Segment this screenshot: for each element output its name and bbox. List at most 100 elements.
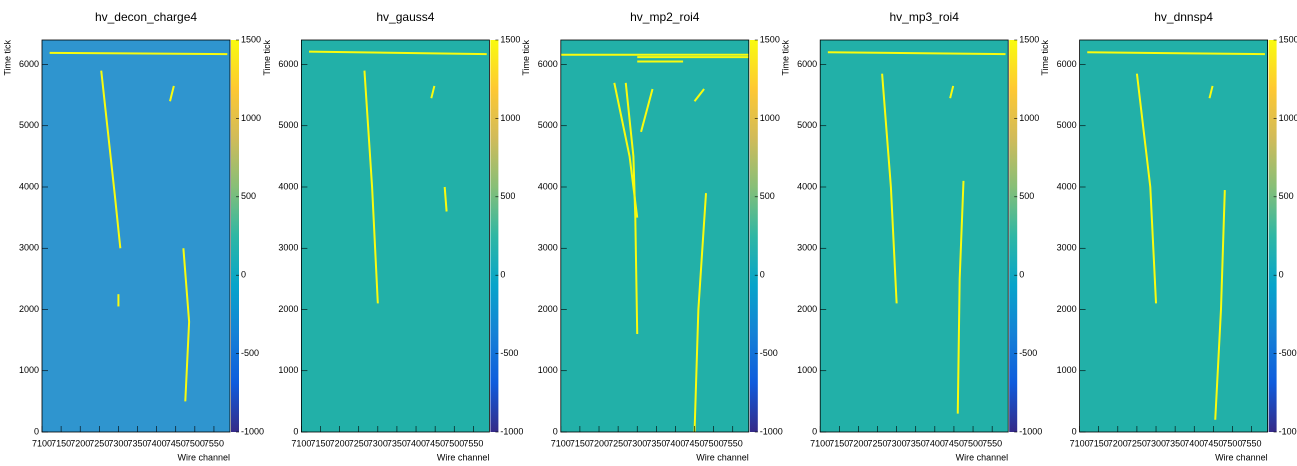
- x-tick-label: 7500: [963, 438, 983, 448]
- x-tick-label: 7150: [829, 438, 849, 448]
- x-tick-label: 7350: [128, 438, 148, 448]
- x-tick-label: 7350: [906, 438, 926, 448]
- colorbar-tick-label: 1000: [1019, 113, 1039, 123]
- y-tick-label: 0: [812, 426, 817, 436]
- x-tick-label: 7500: [185, 438, 205, 448]
- y-tick-label: 0: [1072, 426, 1077, 436]
- x-tick-label: 7400: [925, 438, 945, 448]
- panel: -1000 -500 0 500 1000 1500 7100715072007250730…: [1040, 10, 1297, 462]
- y-tick-label: 4000: [1057, 181, 1077, 191]
- colorbar-tick-label: -500: [500, 348, 518, 358]
- x-tick-label: 7200: [330, 438, 350, 448]
- y-tick-label: 1000: [19, 365, 39, 375]
- y-tick-label: 2000: [797, 304, 817, 314]
- y-tick-label: 6000: [797, 59, 817, 69]
- track: [169, 85, 175, 102]
- colorbar-tick-label: 1500: [760, 34, 780, 44]
- colorbar: [749, 40, 758, 432]
- x-tick-label: 7150: [1089, 438, 1109, 448]
- track: [1135, 73, 1158, 304]
- x-tick-label: 7100: [1070, 438, 1090, 448]
- x-tick-label: 7350: [646, 438, 666, 448]
- track: [1214, 190, 1226, 420]
- x-tick-label: 7300: [368, 438, 388, 448]
- track: [956, 180, 965, 414]
- track: [881, 73, 898, 304]
- plot-frame: [300, 39, 490, 433]
- colorbar-tick-label: -1000: [500, 426, 523, 436]
- colorbar-tick-label: 1500: [1279, 34, 1297, 44]
- x-tick-label: 7100: [32, 438, 52, 448]
- colorbar-tick-label: 0: [1019, 270, 1024, 280]
- y-tick-label: 1000: [797, 365, 817, 375]
- x-tick-label: 7250: [608, 438, 628, 448]
- track: [1208, 85, 1214, 99]
- x-tick-label: 7550: [463, 438, 483, 448]
- track: [309, 50, 487, 56]
- y-tick-label: 1000: [278, 365, 298, 375]
- x-tick-label: 7500: [444, 438, 464, 448]
- chart-title: hv_gauss4: [376, 10, 434, 24]
- colorbar-tick-label: 1500: [241, 34, 261, 44]
- colorbar-tick-label: -500: [1279, 348, 1297, 358]
- y-tick-label: 1000: [1057, 365, 1077, 375]
- colorbar-tick-label: 1000: [1279, 113, 1297, 123]
- colorbar-tick-label: 1500: [1019, 34, 1039, 44]
- colorbar-tick-label: 500: [1019, 191, 1034, 201]
- y-tick-label: 0: [553, 426, 558, 436]
- x-tick-label: 7550: [1242, 438, 1262, 448]
- x-axis-label: Wire channel: [437, 452, 490, 462]
- y-tick-label: 5000: [797, 120, 817, 130]
- x-tick-label: 7150: [310, 438, 330, 448]
- plot-frame: [560, 39, 750, 433]
- y-tick-label: 4000: [278, 181, 298, 191]
- track: [430, 85, 436, 99]
- x-tick-label: 7150: [51, 438, 71, 448]
- y-tick-label: 3000: [538, 243, 558, 253]
- colorbar: [1009, 40, 1018, 432]
- colorbar-tick-label: 500: [500, 191, 515, 201]
- x-tick-label: 7200: [70, 438, 90, 448]
- colorbar-tick-label: 0: [500, 270, 505, 280]
- colorbar-tick-label: -1000: [241, 426, 264, 436]
- y-axis-label: Time tick: [2, 40, 12, 76]
- chart-title: hv_decon_charge4: [95, 10, 197, 24]
- y-tick-label: 6000: [538, 59, 558, 69]
- colorbar-tick-label: 1000: [500, 113, 520, 123]
- track: [693, 88, 705, 102]
- colorbar-tick-label: 1000: [760, 113, 780, 123]
- x-tick-label: 7450: [944, 438, 964, 448]
- x-tick-label: 7200: [589, 438, 609, 448]
- x-tick-label: 7450: [166, 438, 186, 448]
- y-tick-label: 3000: [19, 243, 39, 253]
- y-tick-label: 1000: [538, 365, 558, 375]
- x-tick-label: 7450: [1203, 438, 1223, 448]
- heatmap-background: [560, 40, 749, 432]
- y-tick-label: 5000: [538, 120, 558, 130]
- heatmap-background: [42, 40, 230, 432]
- y-tick-label: 4000: [538, 181, 558, 191]
- y-tick-label: 5000: [19, 120, 39, 130]
- y-tick-label: 5000: [278, 120, 298, 130]
- x-axis-label: Wire channel: [177, 452, 230, 462]
- colorbar-tick-label: -1000: [1019, 426, 1042, 436]
- colorbar-tick-label: 0: [1279, 270, 1284, 280]
- y-tick-label: 4000: [797, 181, 817, 191]
- y-tick-label: 0: [293, 426, 298, 436]
- x-tick-label: 7250: [89, 438, 109, 448]
- y-tick-label: 6000: [19, 59, 39, 69]
- colorbar-tick-label: -500: [760, 348, 778, 358]
- x-tick-label: 7100: [291, 438, 311, 448]
- x-tick-label: 7450: [425, 438, 445, 448]
- y-axis-label: Time tick: [521, 40, 531, 76]
- x-tick-label: 7300: [108, 438, 128, 448]
- x-tick-label: 7450: [685, 438, 705, 448]
- y-axis-label: Time tick: [262, 40, 272, 76]
- y-axis-label: Time tick: [781, 40, 791, 76]
- colorbar-tick-label: -1000: [760, 426, 783, 436]
- x-axis-label: Wire channel: [956, 452, 1009, 462]
